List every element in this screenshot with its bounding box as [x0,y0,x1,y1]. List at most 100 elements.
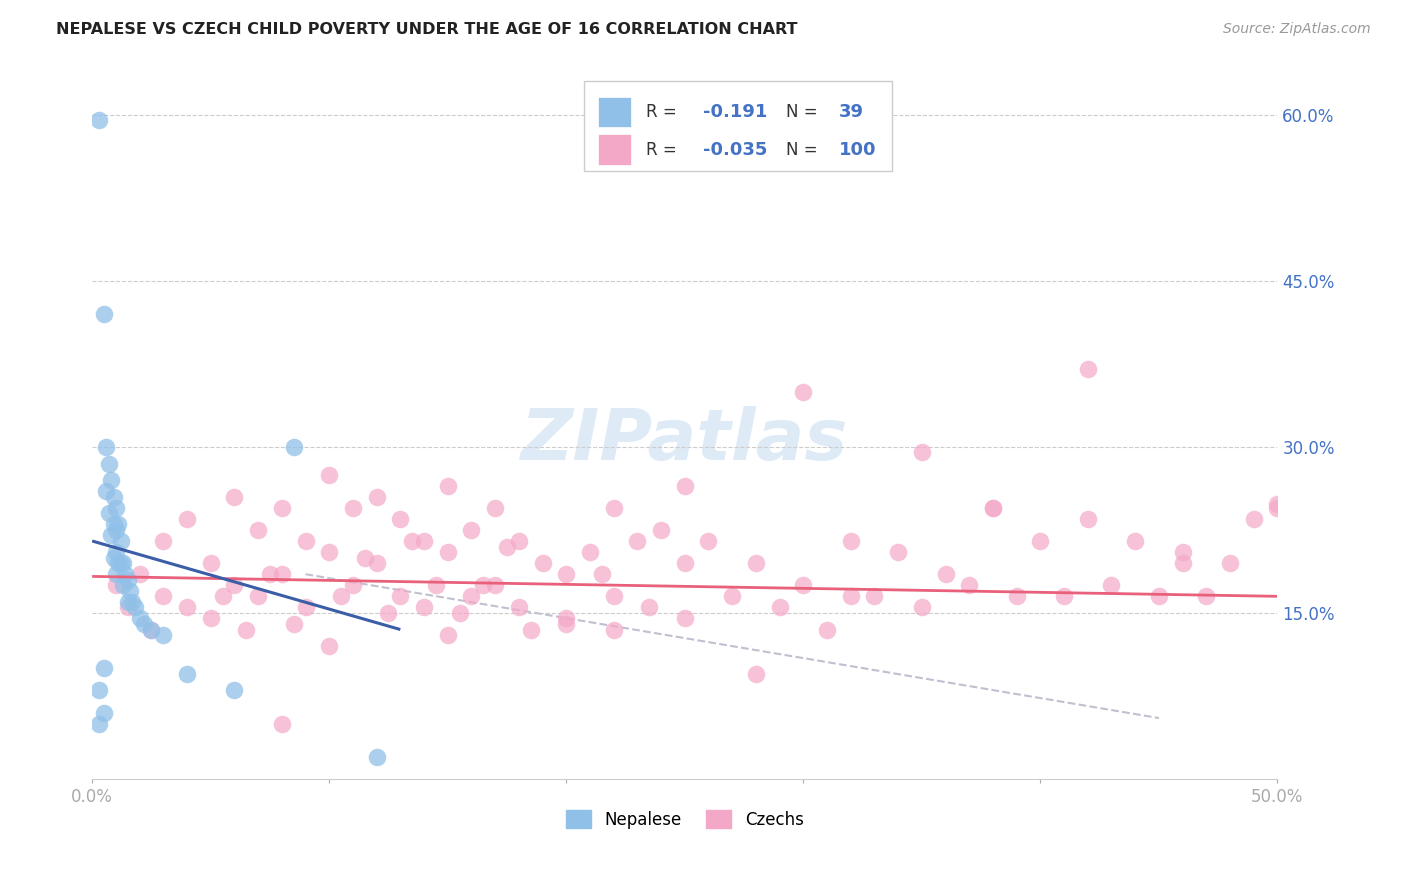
Point [117,600,139,615]
Bar [599,135,631,165]
Point [1005,590,1028,604]
Point [111,578,134,592]
Point [401,533,423,548]
Point [110,556,132,570]
Point [1077,362,1099,376]
Point [121,595,143,609]
Point [436,628,458,642]
Point [100,528,122,542]
Point [472,578,495,592]
Point [89,716,111,731]
Bar [599,97,631,128]
Point [104,567,127,582]
Point [96,440,118,454]
Point [235,623,257,637]
Point [294,533,316,548]
Point [579,545,602,559]
Point [128,567,150,582]
Point [1123,533,1146,548]
Point [496,540,519,554]
Point [200,611,222,625]
Point [97,457,120,471]
Point [815,623,838,637]
Point [887,545,910,559]
Point [96,484,118,499]
Point [792,384,814,399]
Point [555,611,578,625]
Point [911,600,934,615]
Point [555,567,578,582]
Point [449,606,471,620]
Point [981,500,1004,515]
Point [1029,533,1052,548]
Point [366,749,388,764]
Point [768,600,790,615]
Point [176,600,198,615]
Point [103,517,125,532]
Text: N =: N = [786,141,817,159]
Point [839,590,862,604]
Point [413,533,436,548]
Point [353,550,375,565]
Point [318,639,340,653]
Point [602,500,624,515]
Point [1171,545,1194,559]
Point [366,490,388,504]
Point [152,628,174,642]
Point [111,556,134,570]
Point [425,578,447,592]
Point [673,611,696,625]
Point [141,623,163,637]
Point [141,623,163,637]
Point [697,533,720,548]
Point [981,500,1004,515]
Point [792,578,814,592]
Point [152,590,174,604]
Text: 100: 100 [839,141,876,159]
Point [638,600,661,615]
Point [413,600,436,615]
Point [152,533,174,548]
Point [519,623,541,637]
Point [117,595,139,609]
Point [294,600,316,615]
Point [591,567,613,582]
Point [863,590,886,604]
Point [247,523,270,537]
Point [104,545,127,559]
Point [745,666,768,681]
Point [259,567,281,582]
Point [377,606,399,620]
Text: R =: R = [645,141,676,159]
Point [124,600,146,615]
Point [93,661,115,675]
Point [484,578,506,592]
Point [270,500,292,515]
Point [721,590,744,604]
Text: ZIPatlas: ZIPatlas [522,407,848,475]
Point [436,545,458,559]
Point [1077,512,1099,526]
Text: -0.035: -0.035 [703,141,766,159]
Point [508,533,530,548]
Point [460,523,482,537]
Point [100,473,122,487]
Point [1053,590,1076,604]
Point [1101,578,1123,592]
Point [1219,556,1241,570]
Point [1147,590,1170,604]
Point [1171,556,1194,570]
Point [114,567,136,582]
Point [89,683,111,698]
Point [389,512,412,526]
Text: Source: ZipAtlas.com: Source: ZipAtlas.com [1223,22,1371,37]
Point [673,556,696,570]
Point [134,617,156,632]
Point [602,590,624,604]
Point [224,683,246,698]
Point [555,617,578,632]
Point [200,556,222,570]
Point [1243,512,1265,526]
Point [318,545,340,559]
Point [270,567,292,582]
